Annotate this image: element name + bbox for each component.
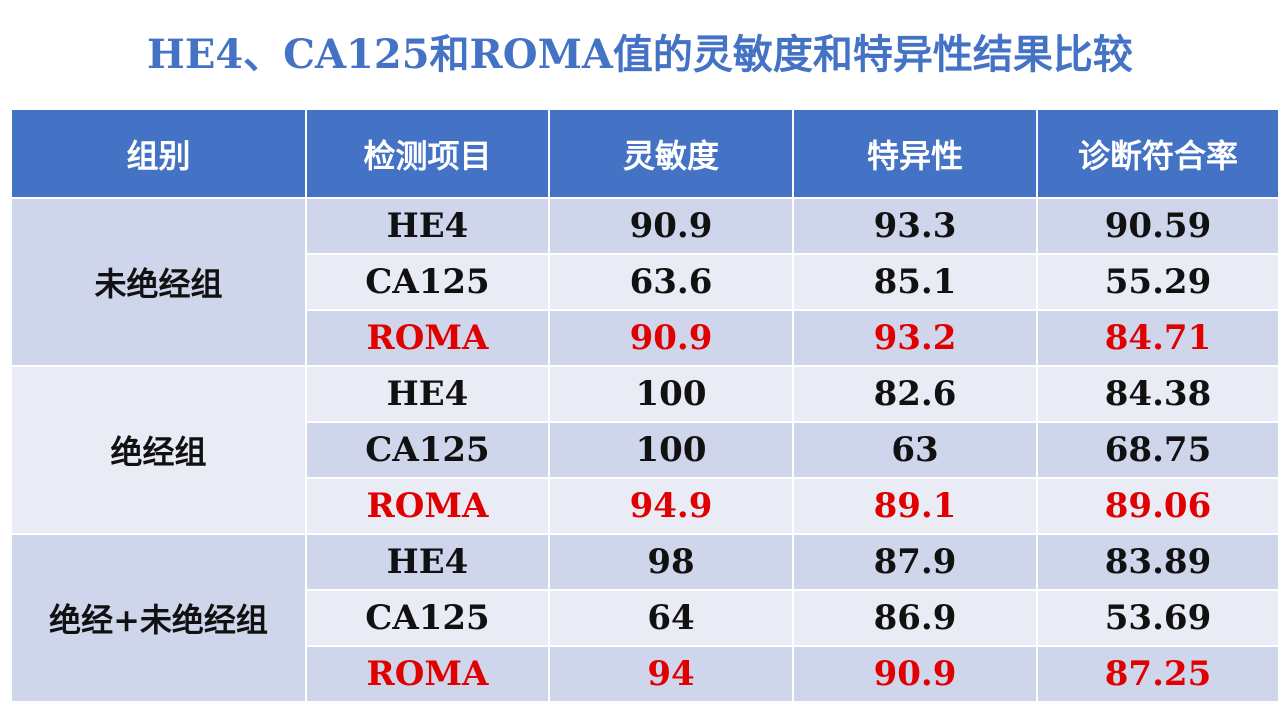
item-cell: ROMA (307, 479, 548, 533)
sensitivity-cell: 100 (550, 423, 792, 477)
item-cell: CA125 (307, 591, 548, 645)
accuracy-cell: 89.06 (1038, 479, 1278, 533)
accuracy-cell: 87.25 (1038, 647, 1278, 701)
group-cell: 未绝经组 (12, 199, 305, 365)
specificity-cell: 89.1 (794, 479, 1036, 533)
specificity-cell: 87.9 (794, 535, 1036, 589)
table-row: CA125 63.6 85.1 55.29 (12, 255, 1278, 309)
item-cell: CA125 (307, 423, 548, 477)
table-row: 未绝经组 HE4 90.9 93.3 90.59 (12, 199, 1278, 365)
specificity-cell: 93.3 (794, 199, 1036, 253)
sensitivity-cell: 90.9 (550, 311, 792, 365)
table-row: CA125 100 63 68.75 (12, 423, 1278, 477)
accuracy-cell: 84.71 (1038, 311, 1278, 365)
table-row: CA125 64 86.9 53.69 (12, 591, 1278, 645)
item-cell: HE4 (307, 199, 548, 253)
specificity-cell: 85.1 (794, 255, 1036, 309)
sensitivity-cell: 94 (550, 647, 792, 701)
accuracy-cell: 53.69 (1038, 591, 1278, 645)
item-cell: CA125 (307, 255, 548, 309)
sensitivity-cell: 100 (550, 367, 792, 421)
sensitivity-cell: 98 (550, 535, 792, 589)
header-accuracy: 诊断符合率 (1038, 110, 1278, 197)
sensitivity-cell: 90.9 (550, 199, 792, 253)
item-cell: HE4 (307, 367, 548, 421)
specificity-cell: 82.6 (794, 367, 1036, 421)
specificity-cell: 93.2 (794, 311, 1036, 365)
accuracy-cell: 83.89 (1038, 535, 1278, 589)
table-row: ROMA 90.9 93.2 84.71 (12, 311, 1278, 365)
sensitivity-cell: 64 (550, 591, 792, 645)
slide-title: HE4、CA125和ROMA值的灵敏度和特异性结果比较 (147, 31, 1133, 78)
header-row: 组别 检测项目 灵敏度 特异性 诊断符合率 (12, 110, 1278, 197)
item-cell: ROMA (307, 647, 548, 701)
table-row: 绝经+未绝经组 HE4 98 87.9 83.89 (12, 535, 1278, 701)
sensitivity-cell: 63.6 (550, 255, 792, 309)
table-row: ROMA 94 90.9 87.25 (12, 647, 1278, 701)
item-cell: ROMA (307, 311, 548, 365)
group-cell: 绝经+未绝经组 (12, 535, 305, 701)
accuracy-cell: 84.38 (1038, 367, 1278, 421)
table-row: ROMA 94.9 89.1 89.06 (12, 479, 1278, 533)
header-item: 检测项目 (307, 110, 548, 197)
accuracy-cell: 90.59 (1038, 199, 1278, 253)
header-specificity: 特异性 (794, 110, 1036, 197)
item-cell: HE4 (307, 535, 548, 589)
accuracy-cell: 68.75 (1038, 423, 1278, 477)
header-group: 组别 (12, 110, 305, 197)
accuracy-cell: 55.29 (1038, 255, 1278, 309)
comparison-table: 组别 检测项目 灵敏度 特异性 诊断符合率 未绝经组 HE4 90.9 93.3 90.… (10, 108, 1280, 703)
header-sensitivity: 灵敏度 (550, 110, 792, 197)
specificity-cell: 90.9 (794, 647, 1036, 701)
specificity-cell: 63 (794, 423, 1036, 477)
group-cell: 绝经组 (12, 367, 305, 533)
sensitivity-cell: 94.9 (550, 479, 792, 533)
table-row: 绝经组 HE4 100 82.6 84.38 (12, 367, 1278, 533)
specificity-cell: 86.9 (794, 591, 1036, 645)
